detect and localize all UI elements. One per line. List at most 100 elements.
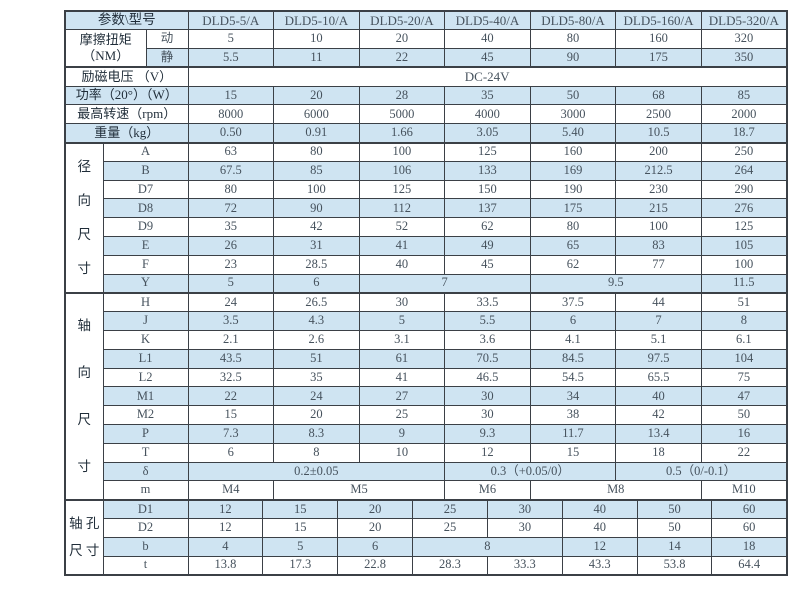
value-cell: 18.7 — [700, 123, 788, 144]
model-header: DLD5-20/A — [358, 10, 446, 31]
value-cell: 65.5 — [615, 367, 702, 388]
value-cell: 40 — [358, 254, 446, 275]
value-cell: 8.3 — [273, 424, 360, 444]
value-cell: 35 — [273, 367, 360, 388]
value-cell: 31 — [273, 236, 360, 256]
value-cell: 8 — [273, 442, 360, 463]
sub-label: Y — [102, 273, 189, 294]
model-header: DLD5-40/A — [444, 10, 531, 31]
value-cell: 0.5（0/-0.1） — [615, 461, 788, 482]
value-cell: 28 — [358, 85, 446, 106]
value-cell: 34 — [529, 386, 617, 407]
value-cell: 50 — [636, 518, 713, 538]
sub-label: 动 — [145, 29, 189, 50]
sub-label: t — [102, 555, 189, 576]
value-cell: 100 — [615, 217, 702, 238]
table-row: D2 12 15 20 25 30 40 50 60 — [65, 518, 788, 538]
value-cell: 50 — [700, 405, 788, 426]
value-cell: 160 — [529, 142, 617, 162]
value-cell: 10 — [358, 442, 446, 463]
value-cell: 5000 — [358, 104, 446, 125]
table-row: 重量（kg） 0.50 0.91 1.66 3.05 5.40 10.5 18.7 — [64, 123, 788, 144]
value-cell: 12 — [561, 536, 638, 557]
sub-label: D7 — [102, 179, 189, 200]
value-cell: 6 — [187, 442, 275, 463]
value-cell: 4.1 — [529, 330, 617, 350]
table-row: L2 32.5 35 41 46.5 54.5 65.5 75 — [65, 367, 788, 388]
value-cell: 100 — [273, 179, 360, 200]
value-cell: 6 — [529, 311, 617, 332]
value-cell: 15 — [187, 405, 275, 426]
sub-label: 静 — [145, 48, 189, 69]
value-cell: 41 — [358, 236, 446, 256]
value-cell: 20 — [273, 85, 360, 106]
value-cell: M10 — [700, 480, 788, 501]
value-cell: 5 — [262, 536, 339, 557]
table-row: 静 5.5 11 22 45 90 175 350 — [65, 48, 788, 69]
value-cell: 22 — [700, 442, 788, 463]
value-cell: 15 — [262, 499, 339, 520]
value-cell: 276 — [700, 198, 788, 219]
value-cell: 22 — [187, 386, 275, 407]
value-cell: 8 — [412, 536, 563, 557]
value-cell: 20 — [337, 518, 414, 538]
value-cell: 215 — [615, 198, 702, 219]
value-cell: 45 — [444, 254, 531, 275]
value-cell: 5.1 — [615, 330, 702, 350]
value-cell: 9.3 — [444, 424, 531, 444]
value-cell: 80 — [529, 217, 617, 238]
spec-table: 参数\型号 DLD5-5/A DLD5-10/A DLD5-20/A DLD5-40/A… — [64, 10, 788, 576]
value-cell: 212.5 — [615, 160, 702, 181]
value-cell: 11.5 — [700, 273, 788, 294]
table-row: J 3.5 4.3 5 5.5 6 7 8 — [65, 311, 788, 332]
value-cell: 5.40 — [529, 123, 617, 144]
sub-label: A — [102, 142, 189, 162]
sub-label: K — [102, 330, 189, 350]
value-cell: 30 — [444, 386, 531, 407]
value-cell: 105 — [700, 236, 788, 256]
value-cell: 2.1 — [187, 330, 275, 350]
value-cell: 3.05 — [444, 123, 531, 144]
table-row: D9 35 42 52 62 80 100 125 — [65, 217, 788, 238]
sub-label: D1 — [102, 499, 189, 520]
value-cell: 25 — [412, 518, 488, 538]
value-cell: 16 — [700, 424, 788, 444]
value-cell: 68 — [615, 85, 702, 106]
value-cell: 2.6 — [273, 330, 360, 350]
value-cell: 90 — [273, 198, 360, 219]
value-cell: 104 — [700, 348, 788, 369]
row-label: 功率（20°）（W） — [64, 85, 189, 106]
value-cell: 12 — [187, 518, 264, 538]
table-row: 轴 孔 尺 寸 D1 12 15 20 25 30 40 50 60 — [64, 499, 788, 576]
table-row: D8 72 90 112 137 175 215 276 — [65, 198, 788, 219]
sub-label: δ — [102, 461, 189, 482]
table-row: 摩擦扭矩 （NM）动 5 10 20 40 80 160 320 — [64, 29, 788, 69]
value-cell: 40 — [561, 518, 638, 538]
value-cell: 200 — [615, 142, 702, 162]
value-cell: 5 — [187, 273, 275, 294]
value-cell: 84.5 — [529, 348, 617, 369]
value-cell: 30 — [486, 499, 563, 520]
value-cell: 75 — [700, 367, 788, 388]
value-cell: 7 — [615, 311, 702, 332]
value-cell: 23 — [187, 254, 275, 275]
model-header: DLD5-320/A — [700, 10, 788, 31]
value-cell: 83 — [615, 236, 702, 256]
sub-label: H — [102, 292, 189, 313]
value-cell: 17.3 — [262, 555, 339, 576]
value-cell: 160 — [615, 29, 702, 50]
value-cell: 60 — [711, 518, 788, 538]
value-cell: 320 — [700, 29, 788, 50]
value-cell: 72 — [187, 198, 275, 219]
value-cell: 125 — [358, 179, 446, 200]
value-cell: 9.5 — [529, 273, 702, 294]
value-cell: 290 — [700, 179, 788, 200]
value-cell: 50 — [636, 499, 713, 520]
value-cell: 250 — [700, 142, 788, 162]
table-row: 励磁电压 （V） DC-24V — [64, 66, 788, 87]
value-cell: 6.1 — [700, 330, 788, 350]
sub-label: D8 — [102, 198, 189, 219]
row-label: 摩擦扭矩 （NM） — [64, 29, 147, 69]
value-cell: 77 — [615, 254, 702, 275]
value-cell: 2500 — [615, 104, 702, 125]
